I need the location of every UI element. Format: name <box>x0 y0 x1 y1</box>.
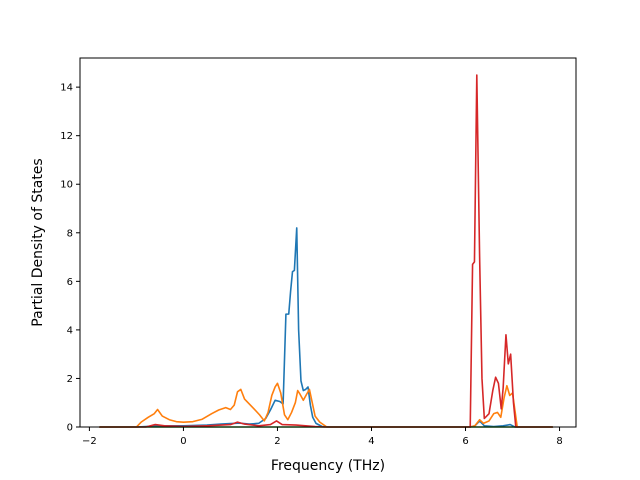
y-tick-label: 0 <box>67 423 73 434</box>
y-tick-label: 14 <box>60 83 73 94</box>
x-tick-label: 0 <box>180 436 186 447</box>
series-line-2 <box>98 382 554 428</box>
y-axis-label: Partial Density of States <box>30 158 46 326</box>
y-axis-ticks: 0 2 4 6 8 10 12 14 <box>60 83 80 434</box>
x-axis-ticks: −2 0 2 4 6 8 <box>82 427 563 447</box>
y-tick-label: 4 <box>67 325 73 336</box>
x-axis-label: Frequency (THz) <box>271 458 385 474</box>
y-tick-label: 2 <box>67 374 73 385</box>
series-line-4 <box>98 74 554 428</box>
x-tick-label: 2 <box>274 436 280 447</box>
x-tick-label: −2 <box>82 436 97 447</box>
plot-frame <box>79 57 577 428</box>
y-tick-label: 10 <box>60 180 73 191</box>
y-tick-label: 8 <box>67 228 73 239</box>
x-tick-label: 4 <box>368 436 374 447</box>
x-tick-label: 8 <box>556 436 562 447</box>
y-tick-label: 6 <box>67 277 73 288</box>
y-tick-label: 12 <box>60 131 73 142</box>
x-tick-label: 6 <box>462 436 468 447</box>
